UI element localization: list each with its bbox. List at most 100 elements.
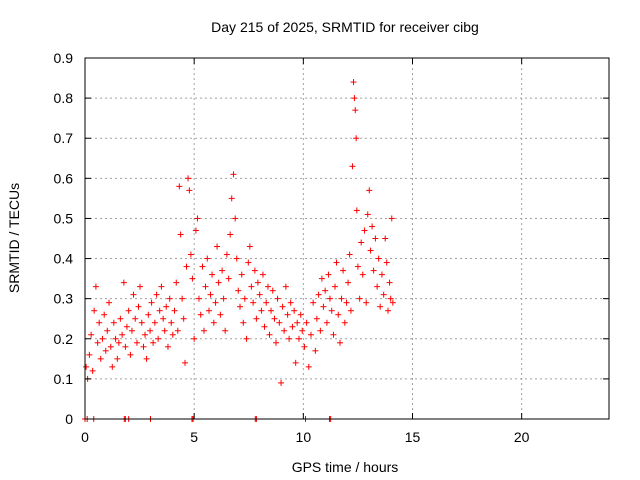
x-tick-label: 20	[514, 429, 530, 445]
data-point	[137, 283, 144, 290]
data-point	[143, 355, 150, 362]
data-point	[274, 295, 281, 302]
data-point	[382, 235, 389, 242]
data-point	[295, 335, 302, 342]
data-point	[350, 79, 357, 86]
data-point	[363, 299, 370, 306]
data-point	[278, 379, 285, 386]
data-point	[214, 243, 221, 250]
y-tick-label: 0.5	[54, 210, 74, 226]
y-tick-label: 0.2	[54, 331, 74, 347]
data-point	[343, 299, 350, 306]
data-point	[269, 287, 276, 294]
data-point	[250, 299, 257, 306]
data-point	[158, 283, 165, 290]
data-point	[307, 331, 314, 338]
data-point	[303, 319, 310, 326]
data-point	[110, 319, 117, 326]
data-point	[378, 271, 385, 278]
x-tick-label: 0	[81, 429, 89, 445]
data-point	[130, 291, 137, 298]
data-point	[142, 331, 149, 338]
y-tick-label: 0.9	[54, 50, 74, 66]
data-point	[271, 315, 278, 322]
data-point	[388, 215, 395, 222]
data-point	[120, 279, 127, 286]
data-point	[301, 343, 308, 350]
data-points	[82, 79, 396, 422]
data-point	[168, 319, 175, 326]
data-point	[313, 315, 320, 322]
data-point	[383, 259, 390, 266]
data-point	[264, 283, 271, 290]
data-point	[217, 311, 224, 318]
data-point	[125, 307, 132, 314]
data-point	[377, 303, 384, 310]
data-point	[351, 95, 358, 102]
data-point	[287, 299, 294, 306]
data-point	[356, 295, 363, 302]
y-tick-label: 0.1	[54, 371, 74, 387]
data-point	[86, 351, 93, 358]
data-point	[312, 347, 319, 354]
data-point	[284, 311, 291, 318]
y-tick-label: 0.7	[54, 130, 74, 146]
data-point	[328, 307, 335, 314]
data-point	[352, 107, 359, 114]
data-point	[333, 259, 340, 266]
y-tick-label: 0.3	[54, 291, 74, 307]
data-point	[385, 307, 392, 314]
data-point	[241, 295, 248, 302]
data-point	[358, 239, 365, 246]
data-point	[114, 355, 121, 362]
data-point	[330, 331, 337, 338]
data-point	[176, 183, 183, 190]
data-point	[353, 135, 360, 142]
data-point	[273, 339, 280, 346]
data-point	[374, 283, 381, 290]
data-point	[145, 311, 152, 318]
data-point	[132, 315, 139, 322]
data-point	[227, 231, 234, 238]
data-point	[147, 327, 154, 334]
data-point	[261, 323, 268, 330]
chart-title: Day 215 of 2025, SRMTID for receiver cib…	[211, 19, 479, 35]
data-point	[210, 319, 217, 326]
data-point	[169, 331, 176, 338]
data-point	[389, 299, 396, 306]
data-point	[200, 327, 207, 334]
data-point	[161, 327, 168, 334]
data-point	[317, 327, 324, 334]
data-point	[153, 291, 160, 298]
data-point	[279, 303, 286, 310]
data-point	[233, 255, 240, 262]
data-point	[212, 299, 219, 306]
data-point	[192, 227, 199, 234]
data-point	[89, 367, 96, 374]
data-point	[225, 275, 232, 282]
data-point	[173, 279, 180, 286]
data-point	[345, 279, 352, 286]
data-point	[310, 299, 317, 306]
data-point	[150, 339, 157, 346]
data-point	[96, 319, 103, 326]
data-point	[349, 163, 356, 170]
plot-frame	[84, 57, 610, 420]
x-tick-label: 10	[296, 429, 312, 445]
data-point	[325, 271, 332, 278]
data-point	[83, 363, 90, 370]
data-point	[186, 187, 193, 194]
data-point	[180, 315, 187, 322]
data-point	[155, 335, 162, 342]
data-point	[289, 323, 296, 330]
data-point	[251, 267, 258, 274]
data-point	[254, 279, 261, 286]
data-point	[282, 283, 289, 290]
data-point	[195, 295, 202, 302]
data-point	[230, 171, 237, 178]
x-tick-label: 5	[190, 429, 198, 445]
data-point	[297, 311, 304, 318]
data-point	[286, 335, 293, 342]
x-tick-label: 15	[405, 429, 421, 445]
